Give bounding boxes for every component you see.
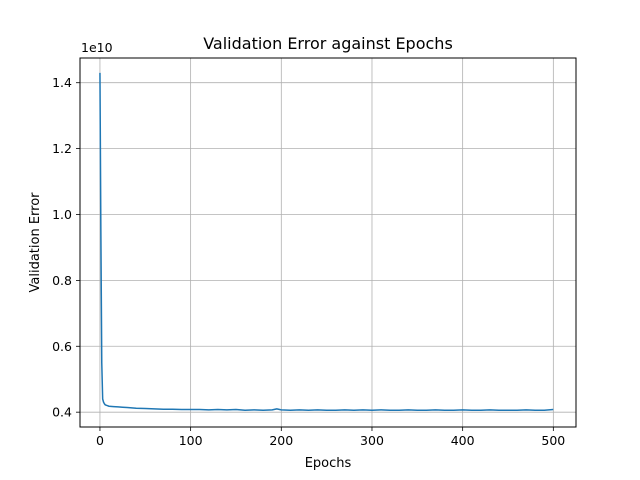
grid-lines xyxy=(80,58,576,427)
y-tick-label: 1.0 xyxy=(52,207,72,222)
series-lines xyxy=(99,72,554,411)
y-tick-label: 0.6 xyxy=(52,339,72,354)
x-tick-label: 0 xyxy=(96,433,104,448)
y-axis-offset-label: 1e10 xyxy=(81,40,113,55)
y-axis-label: Validation Error xyxy=(28,192,43,293)
chart-title: Validation Error against Epochs xyxy=(203,34,453,53)
x-tick-label: 200 xyxy=(269,433,293,448)
plot-area-frame xyxy=(79,57,577,428)
y-tick-label: 1.2 xyxy=(52,141,72,156)
x-axis-label: Epochs xyxy=(305,456,352,471)
x-tick-label: 300 xyxy=(360,433,384,448)
x-tick-label: 500 xyxy=(541,433,565,448)
axis-ticks: 0 100 200 300 400 500 0.4 0.6 0.8 1.0 1.2 1.4 xyxy=(52,75,565,448)
y-tick-label: 1.4 xyxy=(52,75,72,90)
x-tick-label: 400 xyxy=(451,433,475,448)
y-tick-label: 0.8 xyxy=(52,273,72,288)
y-tick-label: 0.4 xyxy=(52,405,72,420)
series-line xyxy=(99,72,554,411)
x-tick-label: 100 xyxy=(179,433,203,448)
